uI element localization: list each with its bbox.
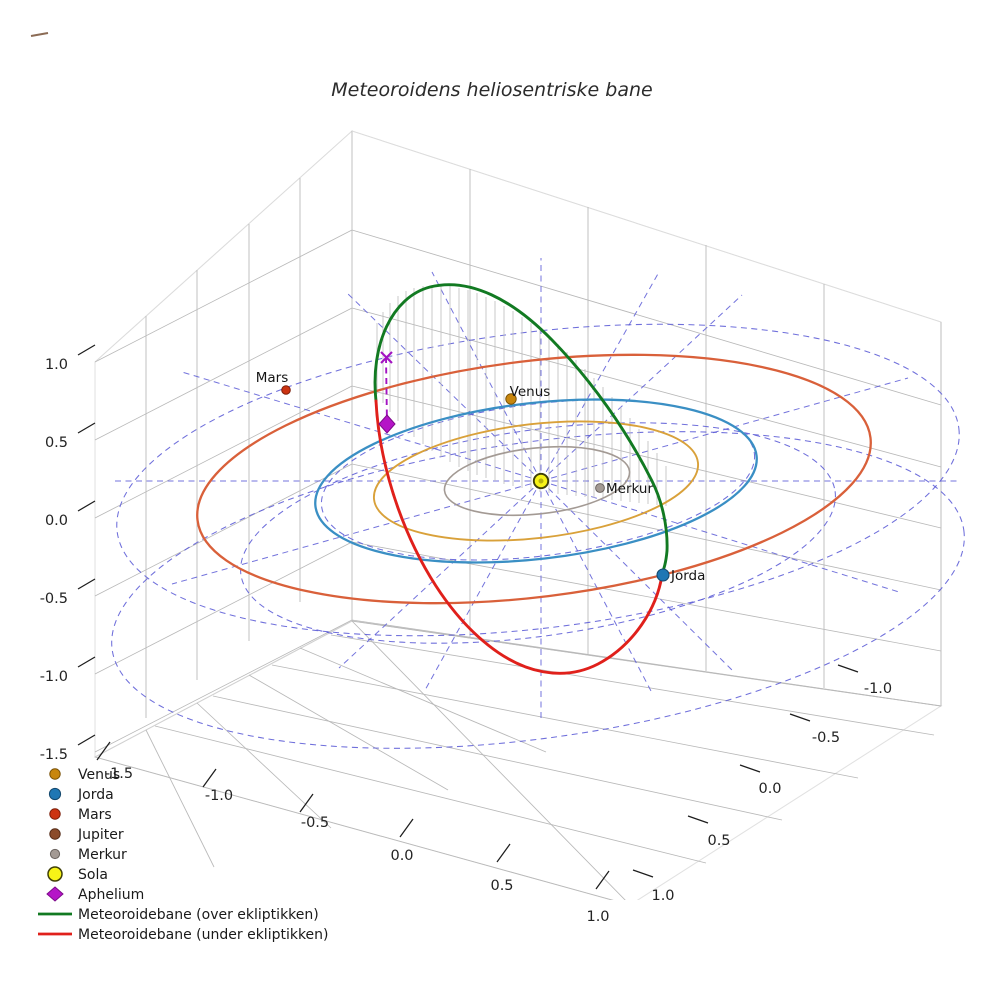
planet-marker-venus: [505, 393, 517, 405]
orbit-mars: [196, 353, 872, 605]
z-tick-0: 1.0: [45, 357, 68, 373]
z-tick-1: 0.5: [45, 435, 68, 451]
plot-title: Meteoroidens heliosentriske bane: [331, 79, 652, 101]
legend-label-aphelium: Aphelium: [78, 887, 144, 903]
x-tick-3: 0.0: [390, 848, 413, 864]
planet-marker-jorda: [656, 568, 670, 582]
legend-label-venus: Venus: [78, 767, 120, 783]
x-tick-0: -1.5: [105, 766, 133, 782]
axis-z: 1.0 0.5 0.0 -0.5 -1.0 -1.5: [40, 344, 96, 763]
planet-marker-mars: [281, 385, 291, 395]
jupiter-orbit-fragment: [30, 31, 49, 38]
label-merkur: Merkur: [606, 481, 653, 497]
legend-item-jorda[interactable]: Jorda: [48, 787, 114, 803]
axis-x: -1.5 -1.0 -0.5 0.0 0.5 1.0: [96, 741, 610, 925]
sun-marker: [532, 472, 550, 490]
label-mars: Mars: [256, 370, 289, 386]
legend-item-merkur[interactable]: Merkur: [49, 847, 127, 863]
jupiter-marker-icon: [49, 828, 61, 840]
orbit-merkur: [443, 445, 631, 517]
z-tick-4: -1.0: [40, 669, 68, 685]
venus-marker-icon: [49, 768, 61, 780]
sola-marker-icon: [47, 866, 63, 882]
legend-item-mars[interactable]: Mars: [49, 807, 112, 823]
y-tick-1: -0.5: [812, 730, 840, 746]
legend-item-aphelium[interactable]: Aphelium: [46, 886, 144, 903]
ecliptic-plane-circles: [116, 323, 960, 637]
meteoroid-orbit-below-ecliptic: [374, 399, 664, 675]
legend-item-meteoroid-above[interactable]: Meteoroidebane (over ekliptikken): [38, 907, 319, 923]
ecliptic-projection: [111, 422, 965, 749]
x-tick-1: -1.0: [205, 788, 233, 804]
z-tick-2: 0.0: [45, 513, 68, 529]
legend-item-meteoroid-below[interactable]: Meteoroidebane (under ekliptikken): [38, 927, 329, 943]
label-venus: Venus: [510, 384, 551, 400]
merkur-marker-icon: [49, 848, 61, 860]
legend-label-meteoroid-above: Meteoroidebane (over ekliptikken): [78, 907, 319, 923]
label-jorda: Jorda: [670, 568, 705, 584]
planet-marker-merkur: [595, 483, 605, 493]
orbit-venus: [372, 420, 700, 542]
legend-label-merkur: Merkur: [78, 847, 127, 863]
z-tick-3: -0.5: [40, 591, 68, 607]
y-tick-2: 0.0: [758, 781, 781, 797]
y-tick-4: 1.0: [651, 888, 674, 904]
legend-label-sola: Sola: [78, 867, 108, 883]
orbit-jorda: [314, 398, 758, 564]
x-tick-4: 0.5: [490, 878, 513, 894]
y-tick-0: -1.0: [864, 681, 892, 697]
x-tick-5: 1.0: [586, 909, 609, 925]
axis-y: -1.0 -0.5 0.0 0.5 1.0: [632, 664, 892, 904]
legend-item-jupiter[interactable]: Jupiter: [49, 827, 124, 843]
jorda-marker-icon: [48, 787, 62, 801]
z-tick-5: -1.5: [40, 747, 68, 763]
aphelion-marker: [378, 414, 396, 434]
ecliptic-radial-lines: [115, 258, 960, 718]
y-tick-3: 0.5: [707, 833, 730, 849]
pane-left: [94, 129, 353, 758]
meteoroid-orbit-above-ecliptic: [373, 283, 669, 577]
aphelium-marker-icon: [46, 886, 64, 902]
legend-item-venus[interactable]: Venus: [49, 767, 120, 783]
legend: Venus Jorda Mars Jupiter Merkur Sola: [38, 767, 329, 943]
aphelion-cross-icon: [380, 351, 393, 364]
pane-floor: [93, 620, 943, 900]
legend-label-mars: Mars: [78, 807, 112, 823]
legend-label-meteoroid-below: Meteoroidebane (under ekliptikken): [78, 927, 329, 943]
aphelion-drop-line: [385, 356, 388, 425]
legend-item-sola[interactable]: Sola: [47, 866, 108, 883]
legend-label-jupiter: Jupiter: [77, 827, 124, 843]
x-tick-2: -0.5: [301, 815, 329, 831]
mars-marker-icon: [49, 808, 61, 820]
legend-label-jorda: Jorda: [77, 787, 114, 803]
